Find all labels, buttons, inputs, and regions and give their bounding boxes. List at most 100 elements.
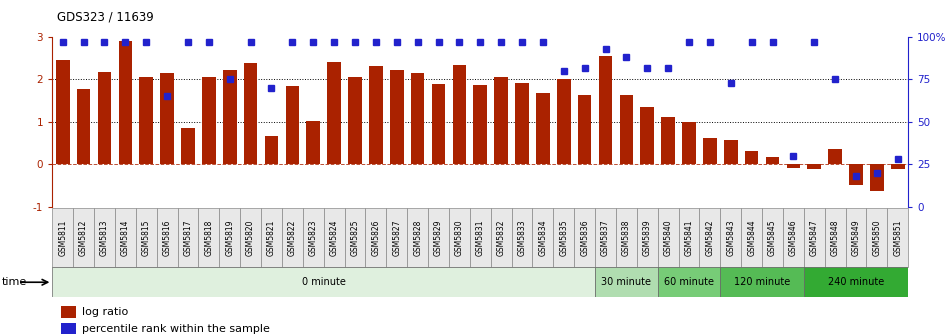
Bar [766, 157, 779, 164]
Bar [515, 83, 529, 164]
Bar [762, 208, 783, 267]
Text: GSM5838: GSM5838 [622, 219, 631, 256]
Text: GSM5846: GSM5846 [789, 219, 798, 256]
Bar [825, 208, 845, 267]
Bar [264, 136, 279, 164]
Bar [61, 306, 76, 318]
Bar [887, 208, 908, 267]
Bar [323, 208, 344, 267]
Bar [348, 77, 361, 164]
Text: GSM5830: GSM5830 [455, 219, 464, 256]
Bar [98, 72, 111, 164]
Bar [115, 208, 136, 267]
Bar [741, 208, 762, 267]
Text: percentile rank within the sample: percentile rank within the sample [82, 324, 270, 334]
Bar [386, 208, 407, 267]
Bar [61, 323, 76, 334]
Text: GSM5832: GSM5832 [496, 219, 506, 256]
Bar [616, 208, 637, 267]
Text: GSM5828: GSM5828 [413, 219, 422, 256]
Text: GSM5843: GSM5843 [727, 219, 735, 256]
Bar [699, 208, 720, 267]
Text: GSM5851: GSM5851 [893, 219, 902, 256]
Bar [828, 150, 842, 164]
Text: 240 minute: 240 minute [828, 277, 884, 287]
Bar [411, 73, 424, 164]
Bar [390, 70, 403, 164]
Bar [73, 208, 94, 267]
Text: 0 minute: 0 minute [301, 277, 345, 287]
Text: GSM5842: GSM5842 [706, 219, 714, 256]
Bar [599, 56, 612, 164]
Text: GSM5836: GSM5836 [580, 219, 589, 256]
Text: GSM5840: GSM5840 [664, 219, 672, 256]
Text: GDS323 / 11639: GDS323 / 11639 [57, 10, 154, 23]
Bar [136, 208, 157, 267]
Bar [474, 85, 487, 164]
Text: GSM5835: GSM5835 [559, 219, 569, 256]
Text: GSM5841: GSM5841 [685, 219, 693, 256]
Bar [344, 208, 365, 267]
Text: 120 minute: 120 minute [734, 277, 790, 287]
Bar [804, 267, 908, 297]
Bar [281, 208, 302, 267]
Text: GSM5817: GSM5817 [184, 219, 192, 256]
Bar [536, 93, 550, 164]
Bar [428, 208, 449, 267]
Bar [453, 65, 466, 164]
Bar [845, 208, 866, 267]
Text: GSM5848: GSM5848 [830, 219, 840, 256]
Bar [202, 77, 216, 164]
Bar [682, 122, 696, 164]
Bar [369, 66, 382, 164]
Bar [220, 208, 241, 267]
Bar [157, 208, 178, 267]
Bar [807, 164, 821, 169]
Bar [178, 208, 199, 267]
Bar [495, 77, 508, 164]
Bar [432, 84, 445, 164]
Text: GSM5818: GSM5818 [204, 219, 213, 256]
Bar [241, 208, 262, 267]
Bar [891, 164, 904, 169]
Text: GSM5821: GSM5821 [267, 219, 276, 256]
Text: GSM5814: GSM5814 [121, 219, 130, 256]
Bar [595, 267, 658, 297]
Text: GSM5834: GSM5834 [538, 219, 548, 256]
Bar [720, 208, 741, 267]
Text: GSM5833: GSM5833 [517, 219, 527, 256]
Text: GSM5822: GSM5822 [288, 219, 297, 256]
Bar [724, 140, 738, 164]
Bar [243, 63, 258, 164]
Text: GSM5825: GSM5825 [351, 219, 359, 256]
Text: GSM5845: GSM5845 [768, 219, 777, 256]
Text: 30 minute: 30 minute [601, 277, 651, 287]
Bar [94, 208, 115, 267]
Bar [595, 208, 616, 267]
Bar [470, 208, 491, 267]
Bar [365, 208, 386, 267]
Bar [640, 107, 654, 164]
Bar [140, 77, 153, 164]
Text: GSM5847: GSM5847 [809, 219, 819, 256]
Bar [262, 208, 281, 267]
Bar [182, 128, 195, 164]
Text: GSM5826: GSM5826 [372, 219, 380, 256]
Text: GSM5844: GSM5844 [747, 219, 756, 256]
Bar [574, 208, 595, 267]
Bar [783, 208, 804, 267]
Text: GSM5824: GSM5824 [330, 219, 339, 256]
Bar [870, 164, 883, 191]
Bar [620, 95, 633, 164]
Text: 60 minute: 60 minute [664, 277, 714, 287]
Bar [703, 138, 717, 164]
Text: GSM5819: GSM5819 [225, 219, 234, 256]
Bar [849, 164, 863, 185]
Text: GSM5820: GSM5820 [246, 219, 255, 256]
Bar [56, 60, 69, 164]
Bar [223, 70, 237, 164]
Bar [804, 208, 825, 267]
Bar [306, 121, 320, 164]
Bar [679, 208, 699, 267]
Bar [658, 208, 679, 267]
